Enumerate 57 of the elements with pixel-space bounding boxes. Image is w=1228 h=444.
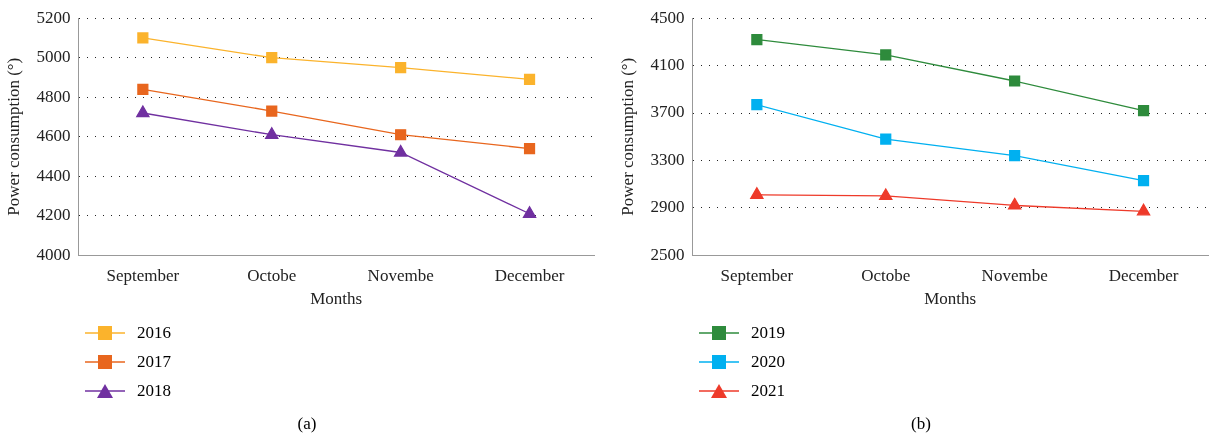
point — [395, 61, 407, 74]
y-tick-label: 3300 — [650, 149, 685, 169]
text: (a) — [296, 414, 318, 434]
y-tick-label: 4600 — [36, 126, 71, 146]
y-tick-label: 2500 — [650, 244, 685, 264]
point — [395, 129, 407, 141]
y-tick-label: 4800 — [36, 86, 71, 106]
point — [266, 52, 278, 64]
y-tick-label: 3700 — [650, 102, 685, 122]
legend-label: 2016 — [137, 322, 171, 343]
point — [522, 206, 537, 218]
point — [880, 133, 892, 145]
point — [523, 73, 536, 86]
point — [266, 105, 278, 117]
y-tick-label: 4000 — [36, 244, 71, 264]
y-axis-title: Power consumption (°) — [617, 57, 637, 216]
text: (b) — [910, 414, 932, 434]
point — [1137, 105, 1150, 117]
point — [1009, 75, 1021, 87]
y-tick-label: 4400 — [36, 165, 71, 185]
point — [880, 49, 892, 61]
point — [751, 33, 763, 46]
point — [137, 83, 149, 95]
point — [523, 142, 536, 155]
point — [751, 99, 763, 111]
y-tick-label: 5200 — [36, 7, 71, 27]
point — [265, 127, 279, 139]
point — [750, 187, 764, 199]
legend-label: 2019 — [751, 322, 785, 343]
x-axis-title: Months — [310, 289, 363, 309]
y-tick-label: 4500 — [650, 7, 685, 27]
x-tick-label: Octobe — [861, 265, 911, 285]
point — [879, 188, 893, 201]
x-axis-title: Months — [924, 289, 977, 309]
y-axis-title: Power consumption (°) — [3, 57, 23, 216]
y-tick-label: 4200 — [36, 205, 71, 225]
point — [1009, 150, 1021, 162]
x-tick-label: September — [106, 265, 180, 285]
x-tick-label: Novembe — [981, 265, 1048, 285]
x-tick-label: December — [1108, 265, 1179, 285]
legend-label: 2017 — [137, 351, 171, 372]
point — [1136, 203, 1151, 216]
point — [136, 105, 150, 118]
y-tick-label: 5000 — [36, 47, 71, 67]
legend-label: 2018 — [137, 380, 171, 401]
x-tick-label: December — [494, 265, 565, 285]
x-tick-label: Novembe — [367, 265, 434, 285]
x-tick-label: September — [720, 265, 794, 285]
legend-label: 2020 — [751, 351, 785, 372]
point — [137, 32, 149, 44]
y-tick-label: 2900 — [650, 197, 685, 217]
legend-label: 2021 — [751, 380, 785, 401]
x-tick-label: Octobe — [247, 265, 297, 285]
point — [1007, 197, 1022, 210]
point — [1137, 174, 1150, 187]
y-tick-label: 4100 — [650, 55, 685, 75]
point — [393, 144, 408, 157]
